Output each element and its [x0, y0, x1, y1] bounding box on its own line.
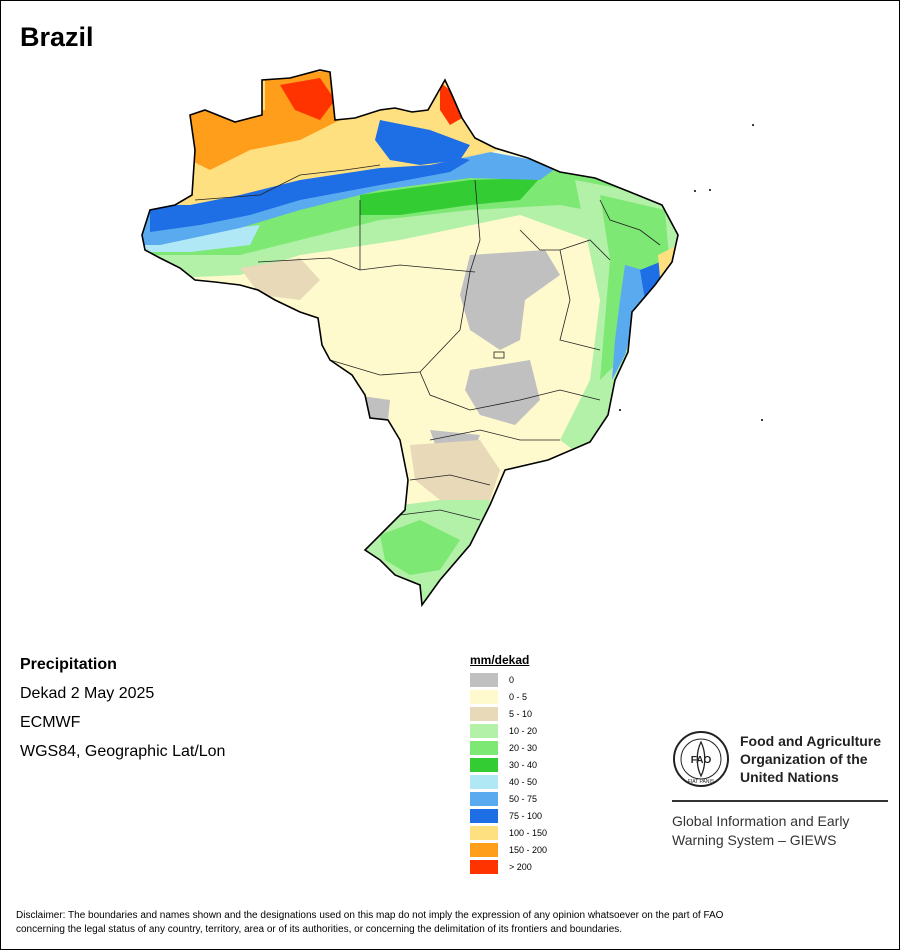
legend-swatch — [470, 774, 498, 789]
legend-item: 75 - 100 — [470, 807, 547, 824]
island-dot-e — [619, 409, 621, 411]
giews-name: Global Information and Early Warning Sys… — [672, 812, 888, 850]
precip-zone-0-center-b — [465, 360, 540, 425]
precip-zone-above-200-a — [280, 78, 335, 120]
island-dot-b — [752, 124, 754, 126]
legend-label: 20 - 30 — [509, 742, 538, 753]
legend-item: 10 - 20 — [470, 722, 547, 739]
map-info: Precipitation Dekad 2 May 2025 ECMWF WGS… — [20, 656, 225, 772]
federal-district — [493, 351, 505, 359]
legend-swatch — [470, 859, 498, 874]
legend-swatch — [470, 706, 498, 721]
legend-swatch — [470, 842, 498, 857]
precip-zone-5-10-west — [240, 258, 320, 300]
legend-swatch — [470, 740, 498, 755]
legend-label: 150 - 200 — [509, 844, 548, 855]
legend: mm/dekad 0 0 - 5 5 - 10 10 - 20 20 - 30 30 - … — [470, 653, 547, 875]
precip-zone-above-200-b — [440, 82, 462, 125]
legend-label: 0 — [509, 674, 515, 685]
projection-label: WGS84, Geographic Lat/Lon — [20, 743, 226, 760]
legend-item: 5 - 10 — [470, 705, 547, 722]
precip-zone-20-30-south — [380, 520, 460, 575]
legend-label: 50 - 75 — [509, 793, 538, 804]
legend-item: 100 - 150 — [470, 824, 547, 841]
legend-label: 75 - 100 — [509, 810, 543, 821]
legend-swatch — [470, 808, 498, 823]
legend-item: 30 - 40 — [470, 756, 547, 773]
legend-item: > 200 — [470, 858, 547, 875]
legend-unit: mm/dekad — [470, 653, 530, 667]
legend-item: 150 - 200 — [470, 841, 547, 858]
fao-org-line2: Organization of the — [740, 751, 868, 767]
state-boundaries — [194, 164, 661, 521]
legend-label: 10 - 20 — [509, 725, 538, 736]
legend-label: 0 - 5 — [509, 691, 528, 702]
disclaimer-line2: concerning the legal status of any count… — [16, 924, 623, 935]
legend-label: 100 - 150 — [509, 827, 548, 838]
variable-heading: Precipitation — [20, 656, 117, 673]
legend-item: 20 - 30 — [470, 739, 547, 756]
legend-rows: 0 0 - 5 5 - 10 10 - 20 20 - 30 30 - 40 40 - 50… — [470, 671, 547, 875]
legend-label: 5 - 10 — [509, 708, 533, 719]
legend-swatch — [470, 689, 498, 704]
legend-item: 0 - 5 — [470, 688, 547, 705]
fao-logo-text: FAO — [691, 755, 712, 766]
legend-swatch — [470, 757, 498, 772]
precip-zone-0-center-c — [355, 395, 390, 425]
disclaimer-line1: Disclaimer: The boundaries and names sho… — [16, 910, 724, 921]
legend-label: > 200 — [509, 861, 532, 872]
brazil-precipitation-map — [141, 69, 763, 606]
fao-org-name: Food and Agriculture Organization of the… — [740, 732, 881, 786]
legend-swatch — [470, 791, 498, 806]
legend-swatch — [470, 672, 498, 687]
legend-item: 50 - 75 — [470, 790, 547, 807]
legend-item: 0 — [470, 671, 547, 688]
island-dot-d — [761, 419, 763, 421]
precip-zone-75-100-north — [150, 150, 470, 232]
legend-label: 30 - 40 — [509, 759, 538, 770]
legend-swatch — [470, 723, 498, 738]
fao-logo-icon: FAO FIAT PANIS — [673, 731, 729, 787]
precip-zone-0-center-a — [460, 250, 560, 350]
precip-zone-75-100-amapa — [375, 120, 470, 165]
legend-item: 40 - 50 — [470, 773, 547, 790]
legend-swatch — [470, 825, 498, 840]
giews-line2: Warning System – GIEWS — [672, 832, 837, 848]
source-label: ECMWF — [20, 714, 81, 731]
legend-label: 40 - 50 — [509, 776, 538, 787]
fao-org-line3: United Nations — [740, 769, 839, 785]
fao-divider — [672, 800, 888, 802]
island-dot-c — [709, 189, 711, 191]
fao-logo-motto: FIAT PANIS — [688, 779, 715, 785]
precip-zone-40-50-north — [142, 225, 260, 252]
precip-zone-50-75-north — [142, 150, 560, 245]
disclaimer: Disclaimer: The boundaries and names sho… — [16, 909, 886, 937]
precip-zone-75-100-east — [640, 262, 665, 300]
giews-line1: Global Information and Early — [672, 813, 850, 829]
island-dot-a — [694, 190, 696, 192]
map-title: Brazil — [20, 22, 94, 52]
fao-org-line1: Food and Agriculture — [740, 733, 882, 749]
period-label: Dekad 2 May 2025 — [20, 685, 155, 702]
precip-zone-30-40-north — [360, 178, 540, 215]
precip-zone-100-150-east — [658, 245, 678, 278]
fao-block: FAO FIAT PANIS Food and Agriculture Orga… — [672, 730, 888, 850]
